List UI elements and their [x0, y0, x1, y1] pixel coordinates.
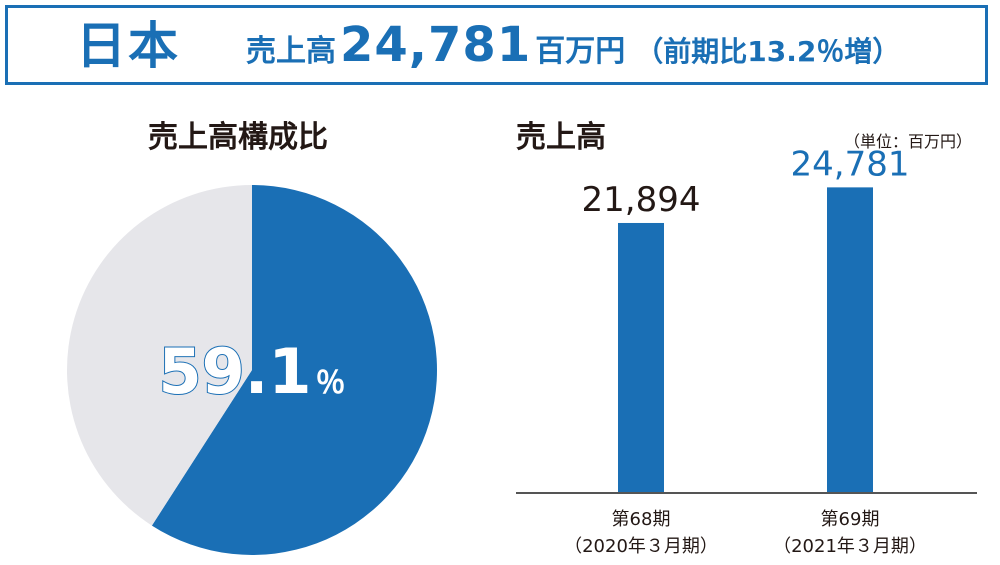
- unit-note: （単位：百万円）: [843, 132, 972, 151]
- summary-header: 日本 売上高 24,781 百万円 （前期比13.2％増）: [5, 5, 988, 85]
- sales-amount: 24,781: [340, 17, 532, 73]
- pie-center-label: 59.1 ％: [159, 335, 346, 408]
- bar-2: [827, 187, 873, 493]
- sales-unit: 百万円: [535, 34, 626, 69]
- growth-rate: （前期比13.2％増）: [635, 35, 901, 68]
- bar-1: [618, 222, 664, 493]
- x-tick-sublabel-2: （2021年３月期）: [773, 536, 927, 557]
- region-title: 日本: [76, 17, 180, 75]
- sales-headline: 売上高 24,781 百万円 （前期比13.2％増）: [246, 8, 900, 82]
- pie-center-value: 59.1: [159, 335, 312, 408]
- pie-slice-2: [66, 185, 253, 526]
- pie-center-unit: ％: [315, 366, 345, 401]
- x-tick-sublabel-1: （2020年３月期）: [564, 536, 718, 557]
- pie-chart-title: 売上高構成比: [148, 120, 328, 155]
- x-tick-label-2: 第69期: [821, 509, 880, 530]
- bar-value-label-1: 21,894: [582, 180, 701, 220]
- x-tick-label-1: 第68期: [612, 509, 671, 530]
- bar-chart-title: 売上高: [516, 120, 606, 155]
- pie-slice-1: [151, 185, 437, 555]
- sales-label: 売上高: [246, 34, 336, 69]
- bar-value-label-2: 24,781: [791, 144, 910, 184]
